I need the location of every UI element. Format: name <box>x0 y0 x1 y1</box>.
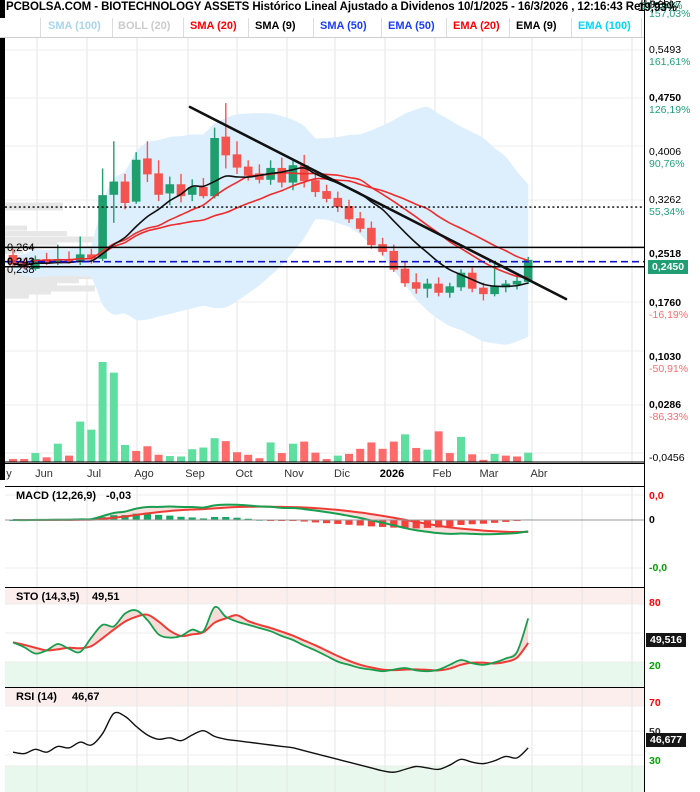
macd-tick-zero: 0 <box>649 514 655 526</box>
sto-panel-separator <box>5 587 645 588</box>
right-axis-line <box>644 0 645 792</box>
rsi-panel[interactable] <box>5 688 645 792</box>
right-axis-background <box>645 0 700 792</box>
legend-item-ema-20[interactable]: EMA (20) <box>453 20 500 32</box>
sto-canvas[interactable] <box>5 588 645 687</box>
price-line-label-upper: 0,264 <box>7 242 35 254</box>
rsi-value: 46,67 <box>72 691 100 703</box>
price-chart-panel[interactable] <box>5 38 645 463</box>
macd-value: -0,03 <box>106 490 132 502</box>
price-line-label-mid: 0,243 <box>7 256 35 268</box>
sto-tick-20: 20 <box>649 660 661 672</box>
price-tick-9: -0,0456 <box>649 452 685 464</box>
x-tick-ago: Ago <box>134 468 154 480</box>
title-bar: PCBOLSA.COM - BIOTECHNOLOGY ASSETS Histó… <box>0 0 700 17</box>
x-tick-sep: Sep <box>185 468 205 480</box>
x-tick-may: y <box>6 468 12 480</box>
x-tick-oct: Oct <box>235 468 253 480</box>
rsi-canvas[interactable] <box>5 688 645 792</box>
legend-divider <box>248 18 249 37</box>
price-tick-6: 0,1760 <box>649 297 682 309</box>
legend-item-boll-20[interactable]: BOLL (20) <box>118 20 171 32</box>
price-tick-4: 0,3262 <box>649 194 682 206</box>
rsi-panel-separator <box>5 687 645 688</box>
legend-divider <box>446 18 447 37</box>
rsi-tick-30: 30 <box>649 755 661 767</box>
header-overlap-value: 0,6217 <box>641 0 674 8</box>
macd-panel[interactable] <box>5 487 645 587</box>
sto-value: 49,51 <box>92 591 120 603</box>
renta-value: 19,93% <box>638 2 678 14</box>
price-tick-pct-0: 157,03% <box>649 8 691 20</box>
price-tick-pct-8: -86,33% <box>649 411 689 423</box>
legend-divider <box>641 18 642 37</box>
sto-value-badge: 49,516 <box>646 633 687 647</box>
left-black-band <box>0 0 5 480</box>
x-tick-jul: Jul <box>86 468 102 480</box>
price-line-label-lower: 0,238 <box>7 264 35 276</box>
legend-divider <box>40 18 41 37</box>
price-tick-1: 0,5493 <box>649 44 682 56</box>
x-tick-feb: Feb <box>432 468 452 480</box>
legend-item-ema-9[interactable]: EMA (9) <box>516 20 557 32</box>
legend-divider <box>509 18 510 37</box>
x-axis: y Jun Jul Ago Sep Oct Nov Dic 2026 Feb M… <box>5 463 645 486</box>
macd-panel-separator <box>5 486 645 487</box>
price-tick-5: 0,2518 <box>649 248 682 260</box>
sto-title: STO (14,3,5) <box>16 591 80 603</box>
x-tick-abr: Abr <box>530 468 548 480</box>
price-tick-7: 0,1030 <box>649 351 682 363</box>
indicator-legend-bar[interactable]: SMA (100) BOLL (20) SMA (20) SMA (9) SMA… <box>0 18 700 38</box>
price-tick-0: 0,6217 <box>649 0 682 11</box>
macd-title: MACD (12,26,9) <box>16 490 97 502</box>
x-tick-nov: Nov <box>284 468 304 480</box>
sto-panel[interactable] <box>5 588 645 687</box>
x-tick-2026: 2026 <box>379 468 405 480</box>
legend-divider <box>183 18 184 37</box>
price-tick-pct-6: -16,19% <box>649 309 689 321</box>
rsi-tick-70: 70 <box>649 697 661 709</box>
price-tick-pct-7: -50,91% <box>649 363 689 375</box>
legend-divider <box>571 18 572 37</box>
legend-item-sma-100[interactable]: SMA (100) <box>48 20 101 32</box>
price-tick-pct-2: 126,19% <box>649 104 691 116</box>
header-overlap-pct: 157,03% <box>641 0 683 12</box>
price-tick-8: 0,0286 <box>649 399 682 411</box>
legend-divider <box>381 18 382 37</box>
sto-tick-80: 80 <box>649 597 661 609</box>
macd-canvas[interactable] <box>5 487 645 587</box>
legend-item-sma-9[interactable]: SMA (9) <box>255 20 296 32</box>
macd-tick-high: 0,0 <box>649 490 664 502</box>
current-price-badge: 0,2450 <box>648 260 689 274</box>
x-tick-mar: Mar <box>479 468 499 480</box>
macd-tick-low: -0,0 <box>649 562 668 574</box>
rsi-value-badge: 46,677 <box>646 733 687 747</box>
legend-item-ema-50[interactable]: EMA (50) <box>388 20 435 32</box>
price-chart-canvas[interactable] <box>5 38 645 463</box>
x-tick-jun: Jun <box>35 468 53 480</box>
legend-divider <box>313 18 314 37</box>
page-title: PCBOLSA.COM - BIOTECHNOLOGY ASSETS Histó… <box>6 1 661 13</box>
x-tick-dic: Dic <box>334 468 350 480</box>
price-tick-3: 0,4006 <box>649 146 682 158</box>
legend-item-sma-20[interactable]: SMA (20) <box>190 20 237 32</box>
legend-item-ema-100[interactable]: EMA (100) <box>578 20 631 32</box>
rsi-tick-50: 50 <box>649 726 661 738</box>
legend-divider <box>112 18 113 37</box>
price-tick-pct-3: 90,76% <box>649 158 685 170</box>
rsi-title: RSI (14) <box>16 691 57 703</box>
legend-item-sma-50[interactable]: SMA (50) <box>320 20 367 32</box>
price-tick-pct-1: 161,61% <box>649 56 691 68</box>
price-tick-2: 0,4750 <box>649 92 682 104</box>
price-tick-pct-4: 55,34% <box>649 206 685 218</box>
